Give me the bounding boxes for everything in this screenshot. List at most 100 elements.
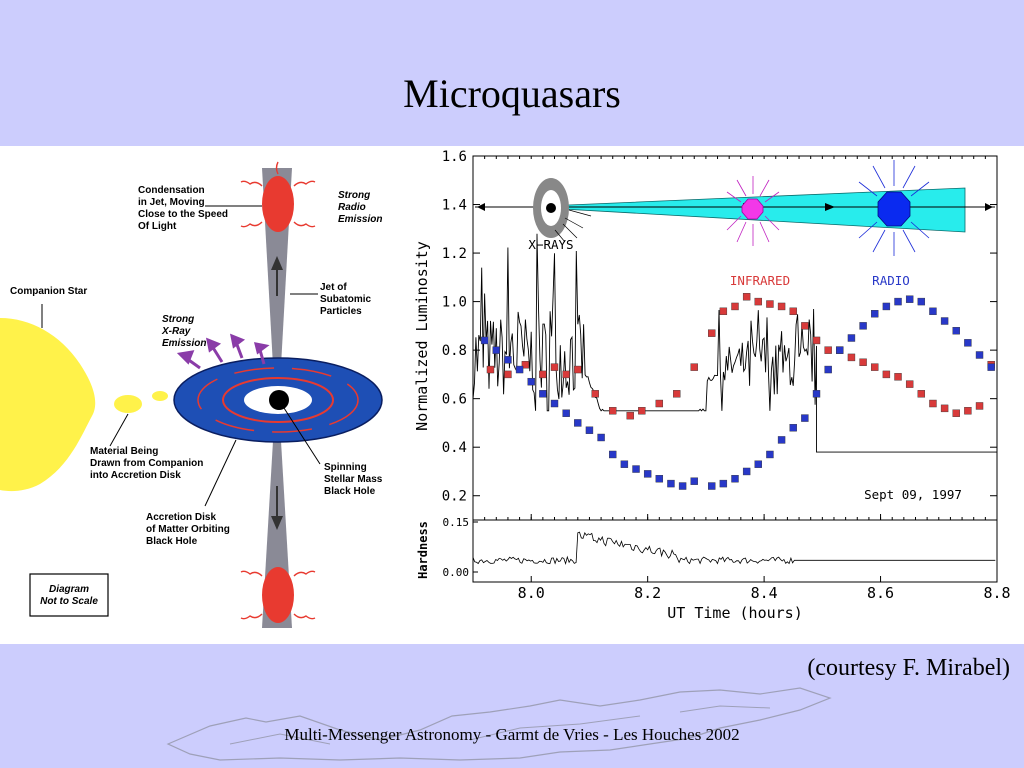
marker-radio [585,426,594,434]
inset-label-radio: RADIO [872,273,910,288]
marker-radio [667,479,675,488]
x-axis-label: UT Time (hours) [667,604,802,622]
marker-radio [690,477,698,485]
label-condensation-3: Close to the Speed [138,209,228,220]
marker-infrared [964,407,972,415]
marker-radio [871,310,879,318]
marker-radio [847,334,856,342]
disk-orbit [222,377,334,423]
marker-infrared [766,300,774,308]
marker-radio [824,365,832,374]
marker-radio [515,365,524,374]
marker-infrared [777,302,786,311]
marker-radio [527,377,535,386]
marker-radio [742,467,751,476]
hardness-curve [472,531,996,565]
y2-tick-label: 0.00 [443,566,470,579]
marker-infrared [731,302,739,311]
label-companion-star: Companion Star [10,286,87,297]
label-jet-3: Particles [320,306,362,317]
marker-infrared [952,409,960,417]
marker-radio [504,356,512,364]
scale-note-2: Not to Scale [40,596,98,607]
marker-infrared [975,402,984,410]
scale-note-box [29,573,109,617]
y-tick-label: 1.4 [442,198,467,214]
marker-radio [940,317,949,325]
infrared-rays [726,176,780,246]
marker-infrared [690,363,698,371]
jet-arrowhead-down [271,516,283,530]
marker-infrared [824,346,832,354]
marker-radio [632,465,640,473]
slide-footer: Multi-Messenger Astronomy - Garmt de Vri… [284,725,740,744]
xray-source-core [546,203,556,213]
marker-infrared [894,373,902,381]
marker-radio [655,475,664,483]
label-radio-2: Radio [338,202,366,213]
marker-radio [609,450,617,459]
y-tick-label: 1.6 [442,149,467,165]
figure-panel: Condensation in Jet, Moving Close to the… [0,146,1024,644]
material-blob [114,395,142,413]
marker-radio [678,482,687,490]
marker-radio [964,339,972,347]
marker-radio [789,424,797,432]
marker-infrared [754,297,762,306]
marker-radio [905,295,914,303]
marker-radio [643,470,652,478]
marker-infrared [789,307,797,316]
marker-radio [731,475,739,483]
xray-rays [554,209,592,243]
marker-infrared [812,336,821,345]
marker-infrared [871,363,879,371]
marker-infrared [591,390,599,398]
marker-infrared [673,390,681,398]
x-tick-label: 8.2 [634,584,661,602]
label-disk-1: Accretion Disk [146,512,216,523]
y-tick-label: 0.8 [442,343,467,359]
pointer-lines [41,205,321,507]
marker-radio [894,297,902,306]
condensation-blob-bottom [262,567,294,623]
marker-radio [574,419,582,427]
y2-axis-label: Hardness [416,521,430,579]
marker-radio [754,460,762,468]
marker-infrared [917,390,926,398]
radio-rays [858,160,930,256]
x-tick-label: 8.8 [983,584,1010,602]
marker-infrared [859,358,867,366]
label-radio-1: Strong [338,190,370,201]
label-material-1: Material Being [90,446,158,457]
xray-lightcurve [472,233,997,453]
marker-radio [766,450,774,459]
marker-radio [882,302,891,311]
marker-infrared [504,370,512,379]
marker-infrared [742,293,751,301]
marker-infrared [638,407,646,415]
y-tick-label: 1.0 [442,295,467,311]
y-tick-label: 0.4 [442,440,467,456]
material-blob-small [152,391,168,401]
marker-infrared [574,365,582,374]
label-material-3: into Accretion Disk [90,470,181,481]
label-bh-3: Black Hole [324,486,376,497]
marker-radio [492,346,500,354]
inset-label-infrared: INFRARED [730,273,790,288]
marker-radio [859,322,867,330]
microquasar-diagram: Condensation in Jet, Moving Close to the… [0,161,383,628]
marker-infrared [609,407,617,415]
x-tick-label: 8.6 [867,584,894,602]
marker-infrared [626,411,634,420]
marker-radio [987,363,995,371]
marker-radio [975,351,984,359]
x-tick-label: 8.0 [518,584,545,602]
marker-infrared [719,307,728,316]
jet-arrowhead-up [271,256,283,270]
hardness-plot-frame [472,519,998,583]
slide-title: Microquasars [403,71,621,116]
date-annotation: Sept 09, 1997 [864,487,962,502]
marker-radio [550,399,559,408]
label-disk-2: of Matter Orbiting [146,524,230,535]
marker-radio [929,307,937,316]
